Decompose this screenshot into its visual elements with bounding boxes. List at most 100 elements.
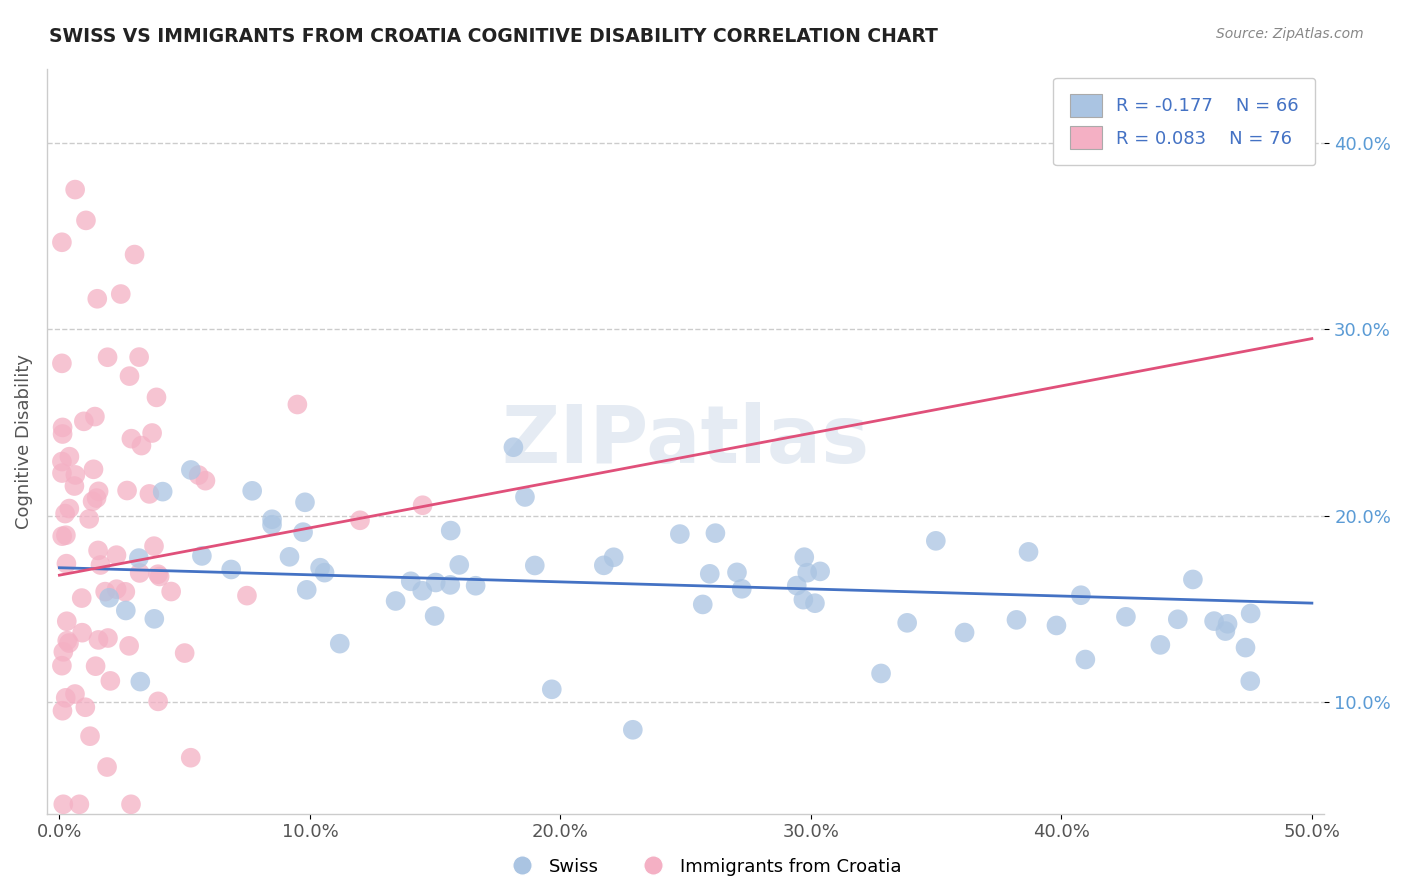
Point	[51, 454, 73, 468]
Point	[56, 633, 79, 648]
Point	[1070, 588, 1092, 602]
Point	[120, 797, 142, 812]
Point	[115, 483, 138, 498]
Point	[52, 645, 75, 659]
Point	[70, 625, 93, 640]
Point	[51, 235, 73, 250]
Point	[669, 527, 692, 541]
Point	[704, 526, 727, 541]
Text: SWISS VS IMMIGRANTS FROM CROATIA COGNITIVE DISABILITY CORRELATION CHART: SWISS VS IMMIGRANTS FROM CROATIA COGNITI…	[49, 27, 938, 45]
Point	[725, 566, 748, 580]
Point	[141, 425, 163, 440]
Point	[180, 750, 202, 764]
Point	[804, 596, 827, 610]
Point	[149, 569, 172, 583]
Point	[128, 350, 150, 364]
Point	[84, 409, 107, 424]
Point	[464, 579, 486, 593]
Point	[114, 603, 136, 617]
Point	[384, 594, 406, 608]
Point	[191, 549, 214, 563]
Point	[1216, 616, 1239, 631]
Point	[1215, 624, 1237, 638]
Point	[63, 479, 86, 493]
Point	[118, 639, 141, 653]
Point	[896, 615, 918, 630]
Point	[83, 462, 105, 476]
Point	[1204, 614, 1226, 628]
Point	[146, 567, 169, 582]
Point	[51, 356, 73, 370]
Point	[56, 614, 79, 628]
Point	[52, 420, 75, 434]
Point	[449, 558, 471, 572]
Point	[1234, 640, 1257, 655]
Point	[97, 350, 120, 364]
Point	[699, 566, 721, 581]
Point	[1239, 674, 1261, 689]
Point	[278, 549, 301, 564]
Point	[138, 487, 160, 501]
Point	[89, 558, 111, 572]
Point	[808, 565, 831, 579]
Point	[51, 466, 73, 480]
Point	[786, 578, 808, 592]
Point	[173, 646, 195, 660]
Point	[70, 591, 93, 605]
Point	[399, 574, 422, 589]
Point	[94, 584, 117, 599]
Point	[96, 760, 118, 774]
Point	[58, 636, 80, 650]
Point	[1115, 609, 1137, 624]
Point	[219, 562, 242, 576]
Point	[349, 513, 371, 527]
Text: Source: ZipAtlas.com: Source: ZipAtlas.com	[1216, 27, 1364, 41]
Point	[260, 512, 283, 526]
Point	[63, 183, 86, 197]
Point	[110, 287, 132, 301]
Point	[411, 583, 433, 598]
Point	[120, 432, 142, 446]
Point	[602, 550, 624, 565]
Point	[75, 700, 97, 714]
Point	[129, 674, 152, 689]
Point	[131, 439, 153, 453]
Text: ZIPatlas: ZIPatlas	[502, 402, 870, 480]
Point	[692, 598, 714, 612]
Point	[592, 558, 614, 573]
Point	[105, 548, 128, 562]
Point	[55, 528, 77, 542]
Point	[87, 484, 110, 499]
Point	[925, 533, 948, 548]
Point	[105, 582, 128, 597]
Point	[180, 463, 202, 477]
Point	[440, 524, 463, 538]
Point	[87, 543, 110, 558]
Point	[425, 575, 447, 590]
Point	[58, 450, 80, 464]
Point	[292, 525, 315, 540]
Point	[53, 507, 76, 521]
Point	[67, 797, 90, 812]
Point	[143, 612, 166, 626]
Point	[63, 687, 86, 701]
Point	[187, 468, 209, 483]
Legend: Swiss, Immigrants from Croatia: Swiss, Immigrants from Croatia	[496, 851, 910, 883]
Point	[152, 484, 174, 499]
Point	[114, 584, 136, 599]
Point	[1167, 612, 1189, 626]
Y-axis label: Cognitive Disability: Cognitive Disability	[15, 353, 32, 529]
Point	[55, 557, 77, 571]
Point	[52, 797, 75, 812]
Point	[240, 483, 263, 498]
Point	[194, 474, 217, 488]
Point	[1005, 613, 1028, 627]
Point	[145, 390, 167, 404]
Point	[75, 213, 97, 227]
Point	[128, 551, 150, 566]
Point	[294, 495, 316, 509]
Point	[51, 658, 73, 673]
Point	[1045, 618, 1067, 632]
Point	[513, 490, 536, 504]
Point	[502, 440, 524, 454]
